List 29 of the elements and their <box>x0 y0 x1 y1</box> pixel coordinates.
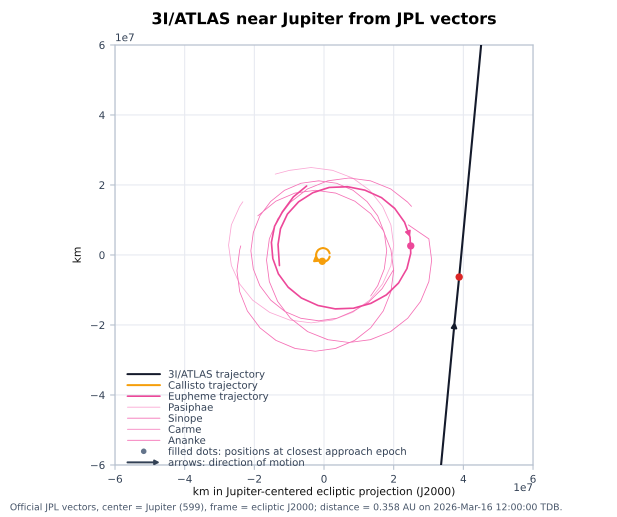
x-tick-label: 4 <box>460 475 466 483</box>
annotation: filled dots: positions at closest approach epoch <box>168 447 406 457</box>
x-tick-label: −6 <box>108 474 122 483</box>
x-tick-label: 0 <box>321 474 327 483</box>
chart-title: 3I/ATLAS near Jupiter from JPL vectors <box>152 12 496 28</box>
legend-label: 3I/ATLAS trajectory <box>168 370 265 380</box>
x-tick-label: −4 <box>178 475 192 483</box>
text: 1e7 <box>116 34 134 42</box>
x-axis-title: km in Jupiter-centered ecliptic projection (J2000) <box>194 486 454 498</box>
y-axis-title: km <box>72 247 81 262</box>
legend-label: Eupheme trajectory <box>169 392 268 402</box>
legend-label: Ananke <box>168 436 206 444</box>
x-tick-label: −2 <box>248 474 261 483</box>
legend-label: Callisto trajectory <box>168 380 258 391</box>
x-tick-label: 6 <box>530 474 536 483</box>
y-tick-label: −6 <box>91 461 105 470</box>
x-tick-label: 2 <box>391 474 396 483</box>
y-tick-label: 0 <box>99 251 105 260</box>
y-tick-label: −4 <box>91 391 105 399</box>
text: Official JPL vectors, center = Jupiter (599), frame = ecliptic J2000; distance = 0.358 AU on 2026-Mar-16 12:00:00 TDB. <box>10 503 562 512</box>
y-tick-label: 6 <box>99 41 105 50</box>
text: 1e7 <box>514 483 532 492</box>
legend-label: Carme <box>168 425 201 433</box>
y-tick-label: 2 <box>99 181 104 189</box>
legend-label: Pasiphae <box>169 403 213 413</box>
y-tick-label: −2 <box>91 321 104 329</box>
annotation: arrows: direction of motion <box>168 458 304 466</box>
y-tick-label: 4 <box>99 111 105 119</box>
legend-label: Sinope <box>168 414 202 424</box>
